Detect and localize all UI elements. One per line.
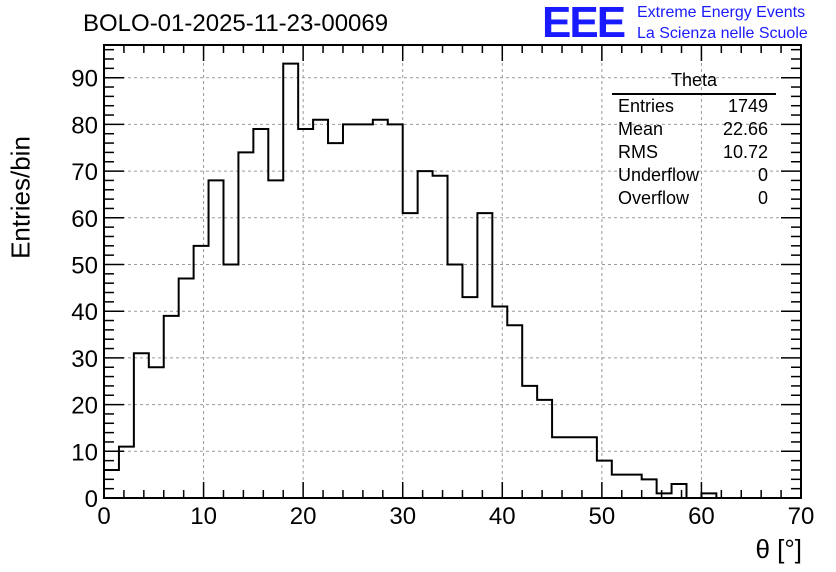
y-tick-label: 80 — [71, 112, 98, 139]
logo-line-1: Extreme Energy Events — [637, 4, 806, 21]
stats-value: 22.66 — [722, 119, 768, 139]
y-tick-label: 90 — [71, 66, 98, 93]
logo-line-2: La Scienza nelle Scuole — [637, 25, 808, 42]
y-tick-label: 40 — [71, 299, 98, 326]
eee-logo: EEE — [542, 0, 626, 47]
x-tick-label: 40 — [489, 503, 516, 530]
tick-labels: 0 10 20 30 40 50 60 70 0 10 20 30 40 50 60 70 80 90 — [71, 66, 814, 530]
y-tick-label: 60 — [71, 206, 98, 233]
y-tick-label: 0 — [85, 486, 98, 513]
stats-label: Underflow — [618, 165, 700, 185]
stats-label: Mean — [618, 119, 664, 139]
histogram-outline — [103, 62, 801, 499]
x-tick-label: 60 — [688, 503, 715, 530]
stats-value: 1749 — [727, 96, 768, 116]
y-tick-label: 30 — [71, 346, 98, 373]
stats-row: Overflow 0 — [608, 187, 778, 210]
y-axis-label: Entries/bin — [5, 136, 36, 259]
y-tick-label: 10 — [71, 439, 98, 466]
x-tick-label: 0 — [97, 503, 110, 530]
stats-value: 0 — [757, 165, 768, 185]
x-axis-label: θ [°] — [755, 534, 802, 564]
x-tick-label: 20 — [290, 503, 317, 530]
x-tick-label: 70 — [788, 503, 815, 530]
x-tick-label: 10 — [190, 503, 217, 530]
stats-row: RMS 10.72 — [608, 141, 778, 164]
stats-value: 10.72 — [722, 142, 768, 162]
stats-row: Underflow 0 — [608, 164, 778, 187]
stats-label: Entries — [618, 96, 675, 116]
plot-title: BOLO-01-2025-11-23-00069 — [83, 10, 389, 37]
y-tick-label: 20 — [71, 393, 98, 420]
stats-box: Theta Entries 1749 Mean 22.66 RMS 10.72 … — [608, 70, 778, 210]
y-tick-label: 70 — [71, 159, 98, 186]
stats-label: Overflow — [618, 188, 690, 208]
axis-ticks — [103, 45, 802, 499]
x-tick-label: 30 — [389, 503, 416, 530]
stats-row: Mean 22.66 — [608, 118, 778, 141]
stats-label: RMS — [618, 142, 658, 162]
y-tick-label: 50 — [71, 252, 98, 279]
x-tick-label: 50 — [589, 503, 616, 530]
stats-header: Theta — [612, 70, 776, 95]
stats-value: 0 — [757, 188, 768, 208]
stats-row: Entries 1749 — [608, 95, 778, 118]
plot-frame — [103, 44, 802, 499]
